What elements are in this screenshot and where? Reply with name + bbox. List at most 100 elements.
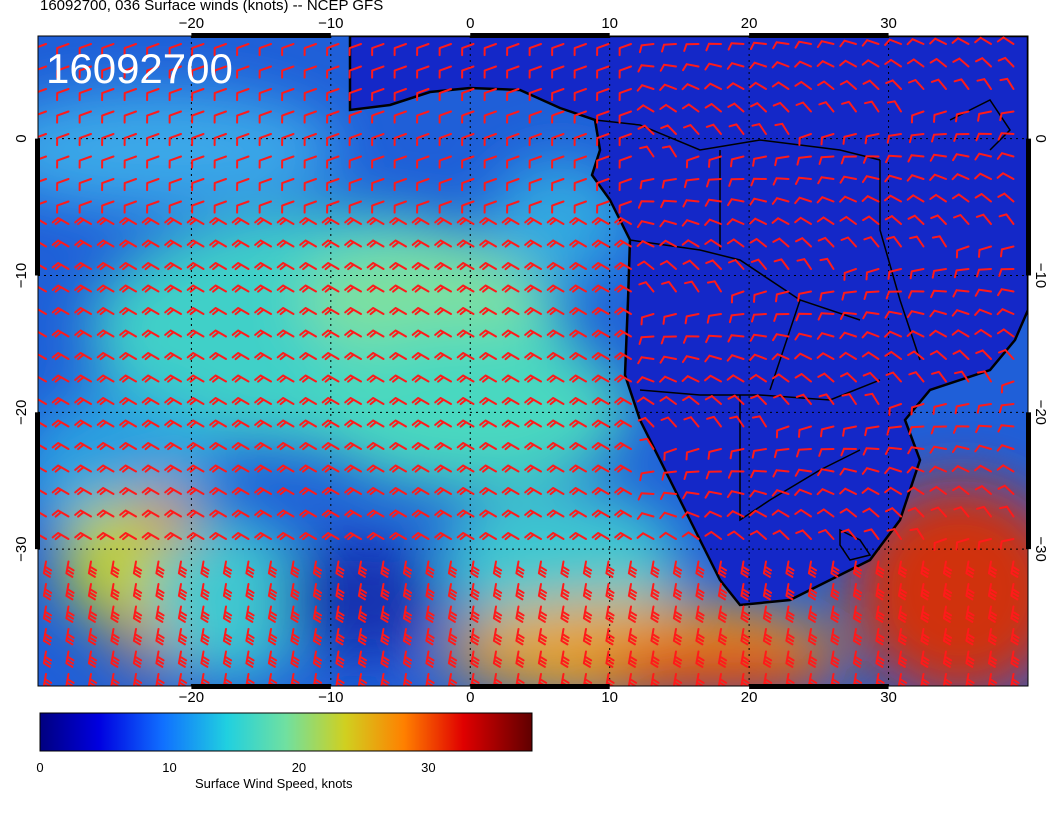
wind-barb — [591, 397, 610, 406]
wind-barb — [299, 397, 317, 406]
wind-barb — [524, 532, 542, 541]
wind-barb — [416, 155, 430, 169]
wind-barb — [638, 281, 655, 293]
lon-tick-label-top: 10 — [601, 15, 618, 32]
wind-barb — [411, 487, 430, 496]
wind-barb — [997, 424, 1015, 433]
wind-barb — [371, 65, 385, 79]
wind-barb — [483, 65, 497, 79]
wind-barb — [132, 605, 143, 623]
wind-barb — [96, 487, 115, 496]
map-title: 16092700, 036 Surface winds (knots) -- N… — [40, 0, 384, 14]
wind-barb — [951, 465, 970, 473]
wind-barb — [704, 62, 722, 71]
wind-barb — [56, 110, 70, 124]
wind-barb — [907, 506, 925, 518]
wind-barb — [661, 470, 677, 481]
wind-barb — [168, 88, 182, 102]
wind-barb — [371, 110, 385, 124]
wind-barb — [884, 310, 902, 319]
wind-barb — [101, 155, 115, 169]
wind-barb — [546, 487, 565, 496]
wind-barb — [434, 509, 452, 518]
wind-barb — [560, 650, 570, 668]
wind-barb — [1010, 560, 1020, 578]
wind-barb — [955, 245, 970, 259]
wind-barb — [276, 442, 295, 451]
wind-barb — [506, 200, 520, 214]
wind-barb — [366, 509, 385, 518]
wind-barb — [276, 284, 295, 293]
wind-barb — [191, 88, 205, 102]
wind-barb — [884, 215, 902, 225]
wind-barb — [236, 65, 250, 79]
wind-barb — [749, 217, 767, 225]
wind-barb — [38, 533, 47, 540]
wind-barb — [411, 397, 430, 406]
wind-barb — [393, 133, 407, 147]
wind-barb — [87, 583, 98, 601]
wind-barb — [819, 290, 835, 302]
wind-barb — [650, 605, 660, 623]
wind-barb — [434, 532, 452, 541]
wind-barb — [864, 133, 880, 145]
wind-barb — [582, 628, 593, 646]
wind-barb — [515, 650, 525, 668]
wind-barb — [164, 532, 182, 541]
wind-barb — [51, 464, 70, 473]
wind-barb — [537, 583, 548, 601]
wind-barb — [906, 466, 925, 474]
wind-barb — [695, 583, 705, 601]
wind-barb — [164, 239, 182, 248]
wind-barb — [614, 532, 632, 541]
wind-barb — [177, 560, 188, 578]
wind-barb — [639, 437, 655, 450]
wind-barb — [456, 307, 475, 316]
wind-barb — [569, 464, 587, 473]
wind-barb — [321, 307, 340, 316]
wind-barb — [816, 196, 835, 204]
wind-barb — [389, 284, 407, 293]
wind-barb — [750, 258, 767, 270]
wind-barb — [974, 444, 992, 453]
wind-barb — [875, 605, 885, 623]
wind-barb — [605, 673, 615, 686]
wind-barb — [751, 123, 767, 135]
wind-barb — [74, 262, 92, 271]
wind-barb — [794, 468, 812, 477]
wind-barb — [501, 532, 520, 541]
wind-barb — [299, 464, 317, 473]
wind-barb — [569, 239, 587, 248]
wind-barb — [861, 467, 880, 475]
wind-barb — [987, 650, 998, 668]
wind-barb — [348, 43, 362, 57]
wind-barb — [344, 284, 362, 293]
wind-barb — [74, 329, 92, 338]
wind-barb — [416, 200, 430, 214]
wind-barb — [728, 313, 745, 324]
wind-barb — [573, 178, 587, 192]
wind-barb — [258, 110, 272, 124]
wind-barb — [155, 605, 165, 623]
wind-barb — [920, 628, 930, 646]
wind-barb — [861, 195, 880, 203]
wind-barb — [56, 88, 70, 102]
wind-barb — [749, 333, 767, 342]
wind-barb — [569, 509, 587, 518]
wind-barb — [830, 583, 840, 601]
wind-barb — [798, 425, 812, 438]
wind-barb — [627, 628, 638, 646]
wind-barb — [209, 532, 227, 541]
wind-barb — [863, 528, 880, 540]
wind-barb — [953, 133, 970, 142]
wind-barb — [141, 509, 160, 518]
wind-barb — [186, 374, 205, 383]
wind-barb — [231, 307, 250, 316]
wind-barb — [389, 509, 407, 518]
wind-barb — [479, 239, 497, 248]
wind-barb — [281, 155, 295, 169]
wind-barb — [506, 88, 520, 102]
wind-barb — [974, 485, 992, 495]
wind-barb — [416, 88, 430, 102]
wind-barb — [704, 395, 722, 405]
